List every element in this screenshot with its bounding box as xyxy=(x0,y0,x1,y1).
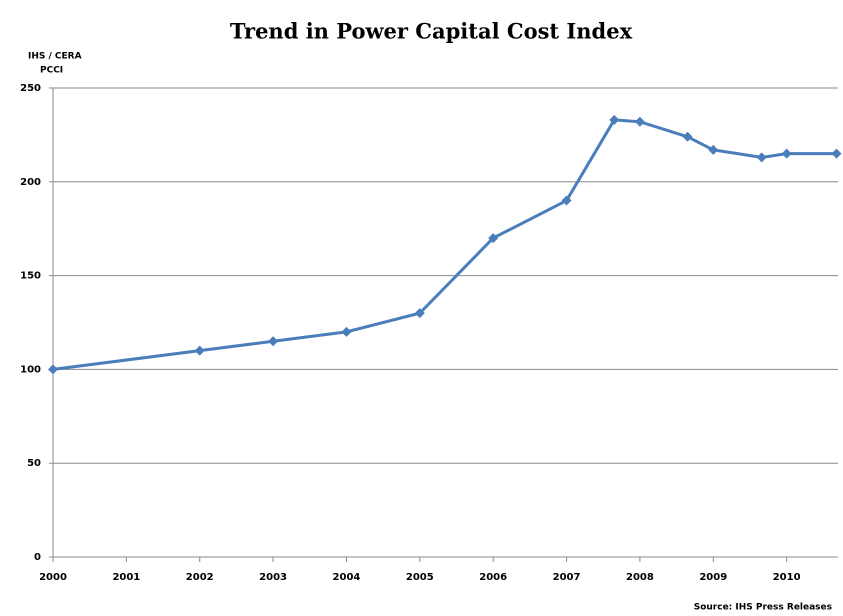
data-marker xyxy=(609,114,620,125)
data-marker xyxy=(708,144,719,155)
x-tick-label: 2004 xyxy=(333,572,361,583)
x-tick-label: 2000 xyxy=(39,572,67,583)
y-tick-label: 200 xyxy=(20,177,41,188)
data-line xyxy=(52,118,837,371)
y-tick-label: 100 xyxy=(20,364,41,375)
data-marker xyxy=(194,345,205,356)
x-tick-label: 2009 xyxy=(699,572,727,583)
data-marker xyxy=(831,148,842,159)
y-tick-label: 150 xyxy=(20,271,41,282)
y-axis-label: PCCI xyxy=(40,66,63,76)
data-marker xyxy=(561,195,572,206)
x-tick-label: 2003 xyxy=(259,572,287,583)
data-marker xyxy=(414,308,425,319)
data-marker xyxy=(634,116,645,127)
data-marker xyxy=(488,233,499,244)
data-marker xyxy=(341,326,352,337)
x-tick-label: 2010 xyxy=(773,572,801,583)
y-axis-label: IHS / CERA xyxy=(28,52,82,62)
data-marker xyxy=(781,148,792,159)
data-marker xyxy=(682,131,693,142)
y-tick-label: 50 xyxy=(27,458,41,469)
source-note: Source: IHS Press Releases xyxy=(694,603,832,613)
chart-title: Trend in Power Capital Cost Index xyxy=(230,19,633,44)
data-marker xyxy=(48,364,58,375)
data-marker xyxy=(268,336,279,347)
x-tick-label: 2007 xyxy=(553,572,581,583)
x-tick-label: 2005 xyxy=(406,572,434,583)
y-tick-label: 0 xyxy=(34,552,41,563)
y-tick-label: 250 xyxy=(20,83,41,94)
x-tick-label: 2006 xyxy=(479,572,507,583)
x-tick-label: 2001 xyxy=(112,572,140,583)
data-marker xyxy=(756,152,767,163)
x-tick-label: 2008 xyxy=(626,572,654,583)
x-tick-label: 2002 xyxy=(186,572,214,583)
